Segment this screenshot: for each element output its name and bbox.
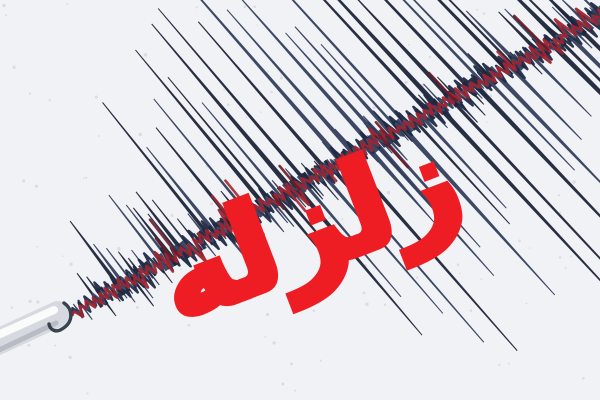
seismograph-pen xyxy=(0,301,73,356)
seismogram-red-trace xyxy=(67,7,600,318)
pen-nib-icon xyxy=(47,301,73,333)
